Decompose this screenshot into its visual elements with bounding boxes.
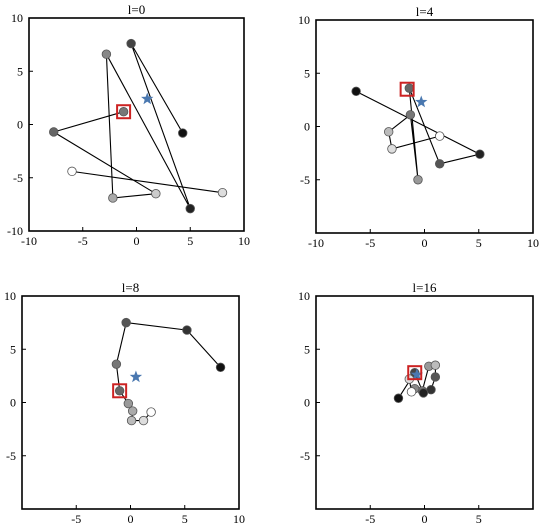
highlight-box	[116, 104, 132, 120]
panel-l8: l=8 -5 0 5 10 10 5 0 -5	[4, 280, 245, 526]
y-tick-label: -5	[13, 171, 23, 185]
trajectory-point	[430, 360, 441, 370]
trajectory-point	[126, 38, 136, 49]
trajectory-point	[217, 187, 228, 198]
plot-frame	[315, 295, 534, 510]
trajectory-segment	[71, 170, 223, 194]
y-tick-label: -5	[300, 449, 310, 463]
highlight-box	[407, 365, 423, 381]
y-tick-label: 0	[304, 396, 310, 410]
trajectory-point	[393, 393, 404, 403]
trajectory-point	[138, 415, 149, 426]
y-tick-label: 10	[298, 13, 310, 27]
x-tick-label: 5	[476, 512, 482, 526]
y-tick-label: -10	[7, 224, 23, 238]
x-tick-label: 5	[182, 512, 188, 526]
trajectory-point	[418, 388, 429, 398]
trajectory-point	[383, 127, 394, 137]
y-tick-label: 5	[304, 66, 310, 80]
x-tick-label: 0	[128, 512, 134, 526]
highlight-box	[399, 81, 415, 97]
x-tick-label: -10	[21, 234, 37, 248]
x-tick-label: 0	[422, 512, 428, 526]
trajectory-point	[127, 406, 138, 416]
trajectory-point	[178, 128, 188, 138]
y-tick-label: 5	[10, 342, 16, 356]
trajectory-point	[405, 110, 416, 120]
plot-frame	[28, 17, 245, 232]
y-tick-label: 5	[304, 342, 310, 356]
panel-l0: l=0 -10 -5 0 5 10 10 5 0 -5 -10	[7, 2, 250, 248]
trajectory-point	[387, 144, 397, 154]
trajectory-point	[108, 193, 118, 203]
trajectory-point	[215, 362, 226, 373]
trajectory-point	[475, 149, 485, 159]
y-tick-label: -5	[6, 449, 16, 463]
x-tick-label: 0	[134, 234, 140, 248]
x-tick-label: 5	[476, 236, 482, 250]
trajectory-point	[114, 386, 125, 396]
y-tick-label: 0	[10, 396, 16, 410]
panel-title: l=4	[416, 4, 434, 19]
trajectory-point	[146, 407, 156, 417]
trajectory-point	[67, 166, 77, 177]
trajectory-point	[406, 387, 417, 397]
x-tick-label: 10	[238, 234, 250, 248]
trajectory-point	[123, 398, 134, 409]
x-tick-label: -5	[71, 512, 81, 526]
x-tick-label: -5	[365, 512, 375, 526]
y-tick-label: 5	[17, 64, 23, 78]
trajectory-point	[101, 49, 112, 59]
trajectory-point	[121, 317, 131, 328]
trajectory-point	[118, 107, 129, 117]
target-star	[415, 95, 428, 108]
panel-l4: l=4 -10 -5 0 5 10 10 5 0 -5	[298, 4, 539, 250]
trajectory-point	[49, 127, 59, 137]
x-tick-label: 5	[187, 234, 193, 248]
trajectory-point	[413, 175, 423, 185]
y-tick-label: 0	[17, 118, 23, 132]
y-tick-label: 10	[298, 289, 310, 303]
trajectory-line	[52, 43, 191, 209]
trajectory-point	[351, 86, 361, 97]
x-tick-label: -10	[308, 236, 324, 250]
trajectory-point	[111, 359, 122, 369]
panel-l16: l=16 -5 0 5 10 5 0 -5	[298, 280, 534, 526]
y-tick-label: 10	[4, 289, 16, 303]
highlight-box	[112, 383, 128, 399]
x-tick-label: -5	[78, 234, 88, 248]
panel-title: l=16	[413, 280, 437, 295]
x-tick-label: 0	[422, 236, 428, 250]
trajectory-point	[182, 325, 192, 335]
trajectory-point	[434, 159, 445, 169]
trajectory-point	[404, 83, 415, 93]
target-star	[141, 92, 154, 105]
y-tick-label: 0	[304, 120, 310, 134]
trajectory-point	[151, 189, 161, 199]
x-tick-label: -5	[365, 236, 375, 250]
target-star	[129, 370, 143, 383]
x-tick-label: 10	[527, 236, 539, 250]
panel-title: l=0	[128, 2, 145, 17]
trajectory-point	[185, 203, 195, 214]
y-tick-label: 10	[11, 11, 23, 25]
trajectory-point	[126, 415, 137, 426]
trajectory-point	[430, 372, 441, 382]
panel-title: l=8	[122, 280, 139, 295]
target-star	[410, 368, 424, 381]
x-tick-label: 10	[233, 512, 245, 526]
y-tick-label: -5	[300, 173, 310, 187]
trajectory-point	[434, 131, 445, 141]
